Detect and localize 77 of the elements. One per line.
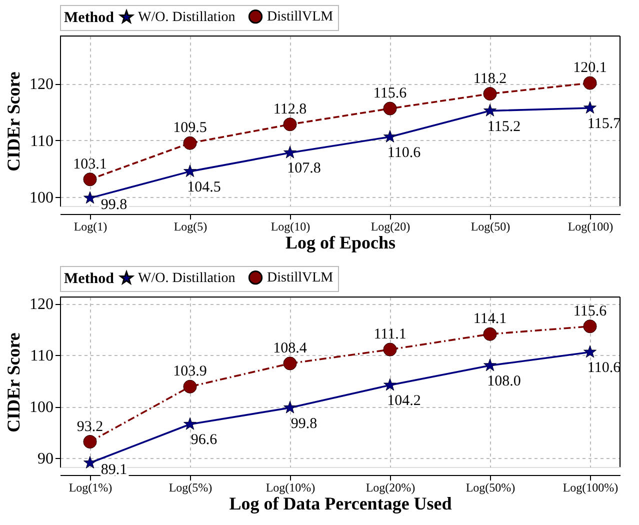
x-tick-label: Log(5)	[174, 220, 208, 234]
data-label: 112.8	[273, 101, 307, 118]
data-label: 99.8	[290, 416, 318, 432]
data-label: 111.1	[374, 326, 406, 343]
x-tick-label: Log(1)	[74, 220, 108, 234]
legend-label: DistillVLM	[267, 270, 334, 286]
y-axis-title: CIDEr Score	[4, 72, 24, 172]
x-tick-label: Log(100%)	[562, 480, 618, 494]
x-tick-label: Log(10)	[270, 220, 310, 234]
point	[184, 164, 196, 177]
legend-title: Method	[64, 271, 115, 287]
data-label: 99.8	[100, 197, 128, 214]
point	[583, 76, 597, 90]
y-tick-label: 90	[38, 450, 54, 468]
data-label: 115.7	[587, 116, 622, 132]
point	[383, 342, 397, 356]
data-label: 103.9	[173, 364, 207, 380]
x-tick-label: Log(100)	[568, 220, 614, 234]
point	[184, 418, 196, 430]
x-axis-title: Log of Data Percentage Used	[229, 494, 452, 514]
point	[483, 87, 497, 100]
x-tick-label: Log(20)	[370, 220, 410, 234]
data-label: 120.1	[573, 60, 607, 76]
point	[484, 104, 496, 116]
point	[483, 327, 497, 341]
y-tick-label: 100	[30, 189, 54, 206]
data-label: 103.1	[73, 156, 107, 172]
point	[583, 320, 597, 334]
data-label: 108.0	[487, 374, 521, 390]
point	[83, 172, 97, 186]
legend-label: W/O. Distillation	[138, 271, 236, 286]
data-label: 115.6	[373, 86, 408, 102]
x-tick-label: Log(1%)	[68, 480, 112, 494]
x-tick-label: Log(20%)	[366, 480, 416, 494]
y-tick-label: 100	[30, 399, 54, 416]
legend-label: W/O. Distillation	[138, 10, 236, 26]
point	[84, 191, 96, 204]
legend-title: Method	[64, 10, 115, 26]
x-tick-label: Log(10%)	[266, 480, 316, 494]
point	[84, 456, 96, 468]
data-label: 96.6	[190, 432, 218, 448]
data-label: 110.6	[387, 144, 422, 161]
point	[283, 356, 297, 370]
point	[283, 118, 297, 132]
x-tick-label: Log(50%)	[466, 480, 516, 494]
data-label: 108.4	[273, 340, 308, 356]
data-label: 104.2	[387, 393, 421, 410]
point	[284, 401, 296, 414]
legend-label: DistillVLM	[267, 10, 334, 25]
y-tick-label: 120	[30, 76, 54, 94]
data-label: 115.6	[573, 303, 608, 320]
data-label: 118.2	[473, 70, 507, 87]
data-label: 115.2	[487, 118, 521, 135]
point	[384, 378, 396, 391]
x-axis-title: Log of Epochs	[285, 232, 396, 252]
point	[83, 435, 97, 448]
point	[183, 380, 197, 394]
point	[384, 130, 396, 142]
point	[383, 102, 397, 116]
data-label: 110.6	[587, 360, 622, 376]
point	[183, 136, 197, 150]
point	[584, 345, 596, 358]
point	[484, 358, 496, 371]
point	[584, 101, 596, 114]
y-tick-label: 120	[30, 296, 54, 314]
x-tick-label: Log(50)	[470, 220, 510, 234]
data-label: 109.5	[173, 120, 207, 136]
data-label: 107.8	[287, 160, 321, 177]
data-label: 104.5	[187, 179, 221, 196]
y-tick-label: 110	[30, 132, 54, 150]
x-tick-label: Log(5%)	[168, 480, 212, 494]
point	[284, 146, 296, 158]
data-label: 93.2	[76, 418, 104, 435]
y-axis-title: CIDEr Score	[4, 332, 24, 432]
y-tick-label: 110	[30, 348, 54, 365]
data-label: 114.1	[473, 311, 507, 328]
data-label: 89.1	[100, 462, 128, 478]
